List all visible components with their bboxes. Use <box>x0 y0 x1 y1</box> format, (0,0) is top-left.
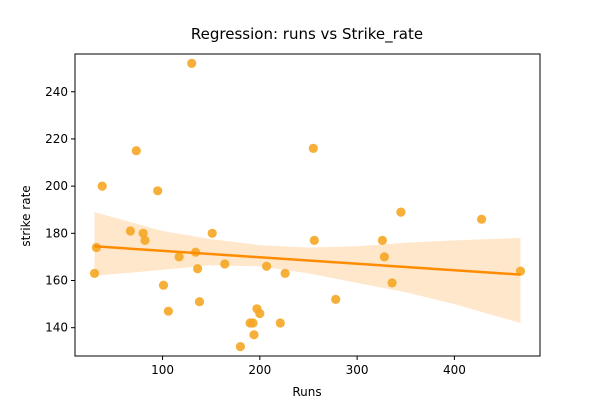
data-point <box>140 235 150 245</box>
confidence-band <box>94 212 521 323</box>
data-point <box>187 58 197 68</box>
data-point <box>194 297 205 307</box>
data-point <box>308 143 318 153</box>
data-point <box>153 186 163 196</box>
data-point <box>248 318 258 328</box>
chart-title: Regression: runs vs Strike_rate <box>191 25 423 44</box>
x-tick-label: 100 <box>151 363 174 377</box>
x-tick-label: 200 <box>248 363 271 377</box>
data-point <box>220 259 230 269</box>
y-tick-label: 220 <box>45 132 68 146</box>
y-tick-label: 200 <box>45 179 68 193</box>
data-point <box>262 261 272 271</box>
plot-area <box>89 58 526 352</box>
data-point <box>387 278 397 288</box>
y-tick-label: 240 <box>45 85 68 99</box>
data-point <box>125 226 135 236</box>
x-tick-label: 400 <box>443 363 466 377</box>
data-point <box>331 294 341 304</box>
y-axis-label: strike rate <box>19 185 33 246</box>
points-layer <box>89 58 526 352</box>
data-point <box>131 146 141 156</box>
data-point <box>163 306 173 316</box>
data-point <box>309 235 319 245</box>
x-tick-label: 300 <box>346 363 369 377</box>
data-point <box>207 228 217 238</box>
regression-line <box>94 245 521 276</box>
x-axis-label: Runs <box>292 385 321 399</box>
y-tick-label: 160 <box>45 274 68 288</box>
data-point <box>97 181 107 191</box>
y-axis: 140 160 180 200 220 240 <box>45 85 75 335</box>
data-point <box>249 330 259 340</box>
data-point <box>396 207 406 217</box>
y-tick-label: 140 <box>45 321 68 335</box>
data-point <box>89 268 100 278</box>
plot-frame <box>74 53 541 357</box>
x-axis: 100 200 300 400 <box>151 356 466 377</box>
data-point <box>158 280 169 290</box>
data-point <box>377 235 387 245</box>
data-point <box>477 214 487 224</box>
data-point <box>138 228 148 238</box>
y-tick-label: 180 <box>45 226 68 240</box>
data-point <box>193 264 203 274</box>
data-point <box>379 252 389 262</box>
data-point <box>275 318 285 328</box>
data-point <box>280 268 290 278</box>
data-point <box>174 252 184 262</box>
data-point <box>235 342 245 352</box>
data-point <box>255 308 265 319</box>
